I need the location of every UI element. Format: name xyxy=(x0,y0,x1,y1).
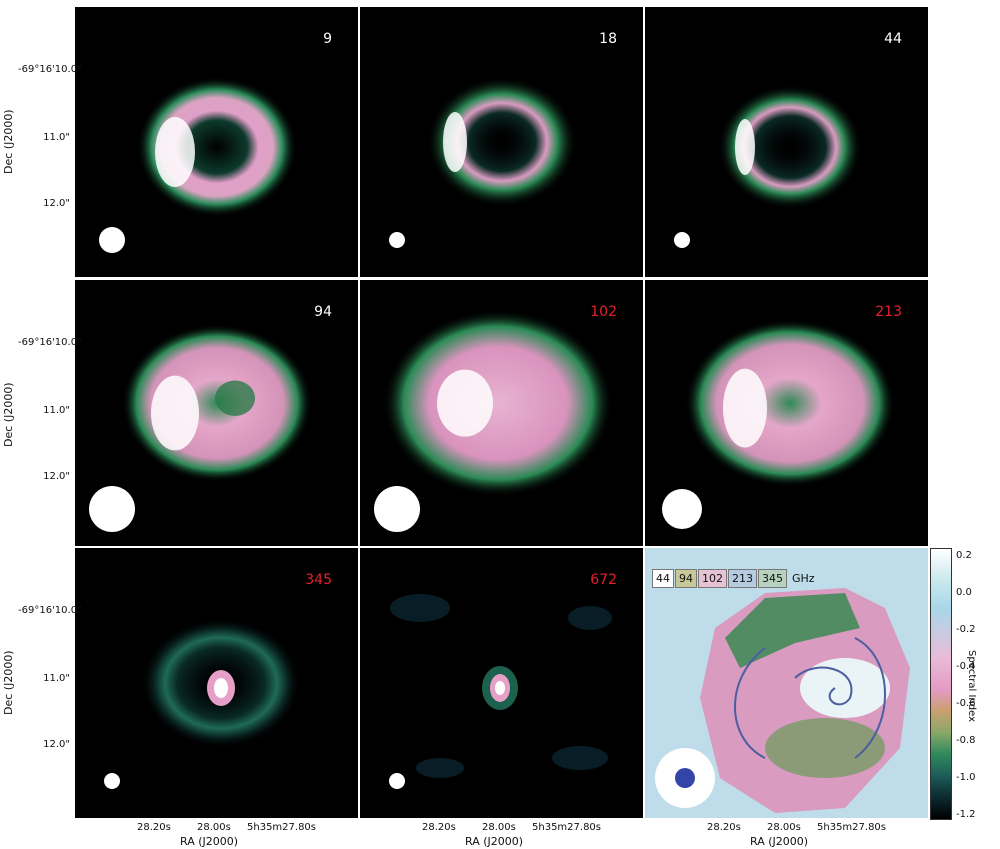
spectral-index-map xyxy=(655,588,910,813)
image-panel-18ghz: 18 xyxy=(360,7,643,277)
x-tick-label: 28.00s xyxy=(197,822,231,833)
emission-map xyxy=(390,594,612,778)
y-tick-label: 11.0" xyxy=(43,132,70,143)
y-tick-label: 11.0" xyxy=(43,405,70,416)
frequency-label: 44 xyxy=(884,31,902,47)
x-tick-label: 28.00s xyxy=(482,822,516,833)
x-tick-label: 5h35m27.80s xyxy=(532,822,602,833)
frequency-label: 672 xyxy=(590,572,617,588)
frequency-label: 213 xyxy=(875,304,902,320)
legend-213: 213 xyxy=(728,569,757,588)
colorbar-tick: -1.2 xyxy=(956,809,976,820)
legend-94: 94 xyxy=(675,569,697,588)
colorbar-tick: -0.4 xyxy=(956,661,976,672)
image-panel-345ghz: 345 xyxy=(75,548,358,818)
emission-map xyxy=(141,618,301,748)
x-axis-label: RA (J2000) xyxy=(465,835,524,848)
x-axis-label: RA (J2000) xyxy=(750,835,809,848)
y-tick-label: 11.0" xyxy=(43,673,70,684)
colorbar-tick: -0.2 xyxy=(956,624,976,635)
y-tick-label: -69°16'10.0" xyxy=(18,64,82,75)
beam-size-marker xyxy=(374,486,420,532)
beam-size-marker xyxy=(662,489,702,529)
beam-size-marker xyxy=(89,486,135,532)
beam-size-marker xyxy=(99,227,125,253)
image-panel-213ghz: 213 xyxy=(645,280,928,546)
spectral-index-panel xyxy=(645,548,928,818)
frequency-label: 9 xyxy=(323,31,332,47)
emission-map xyxy=(685,319,895,487)
colorbar-tick: -0.6 xyxy=(956,698,976,709)
y-tick-label: 12.0" xyxy=(43,739,70,750)
x-tick-label: 28.20s xyxy=(422,822,456,833)
legend-102: 102 xyxy=(698,569,727,588)
colorbar-tick: -0.8 xyxy=(956,735,976,746)
frequency-label: 345 xyxy=(305,572,332,588)
emission-map xyxy=(122,324,312,482)
image-panel-44ghz: 44 xyxy=(645,7,928,277)
y-tick-label: 12.0" xyxy=(43,471,70,482)
image-panel-9ghz: 9 xyxy=(75,7,358,277)
x-tick-label: 28.20s xyxy=(707,822,741,833)
image-panel-102ghz: 102 xyxy=(360,280,643,546)
frequency-label: 18 xyxy=(599,31,617,47)
colorbar-label: Spectral Index xyxy=(966,650,977,722)
emission-map xyxy=(427,77,577,207)
frequency-label: 94 xyxy=(314,304,332,320)
image-panel-94ghz: 94 xyxy=(75,280,358,546)
emission-map xyxy=(718,85,862,209)
y-tick-label: -69°16'10.0" xyxy=(18,337,82,348)
x-tick-label: 28.20s xyxy=(137,822,171,833)
legend-unit: GHz xyxy=(792,572,815,585)
beam-size-marker xyxy=(389,773,405,789)
legend-345: 345 xyxy=(758,569,787,588)
frequency-label: 102 xyxy=(590,304,617,320)
y-tick-label: 12.0" xyxy=(43,198,70,209)
colorbar-tick: -1.0 xyxy=(956,772,976,783)
x-axis-label: RA (J2000) xyxy=(180,835,239,848)
beam-size-marker xyxy=(104,773,120,789)
colorbar xyxy=(930,548,952,820)
beam-size-marker xyxy=(389,232,405,248)
x-tick-label: 5h35m27.80s xyxy=(247,822,317,833)
x-tick-label: 28.00s xyxy=(767,822,801,833)
y-tick-label: -69°16'10.0" xyxy=(18,605,82,616)
image-panel-672ghz: 672 xyxy=(360,548,643,818)
colorbar-tick: 0.2 xyxy=(956,550,972,561)
x-tick-label: 5h35m27.80s xyxy=(817,822,887,833)
beam-size-marker xyxy=(674,232,690,248)
emission-map xyxy=(383,309,613,497)
colorbar-tick: 0.0 xyxy=(956,587,972,598)
emission-map xyxy=(137,77,297,217)
legend-44: 44 xyxy=(652,569,674,588)
frequency-legend: 44 94 102 213 345 GHz xyxy=(652,569,815,588)
